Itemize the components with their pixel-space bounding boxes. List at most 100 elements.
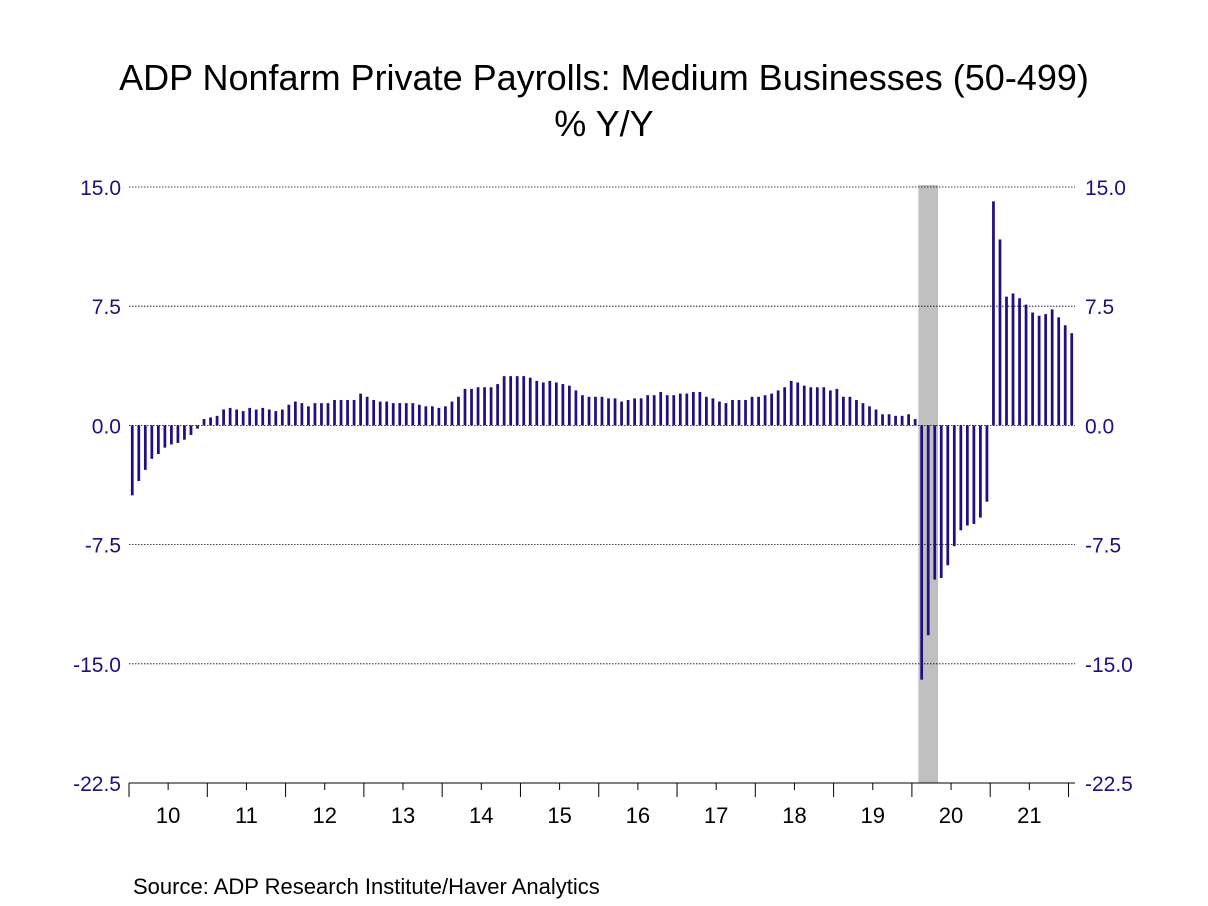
bar [209,417,212,426]
bar [535,380,539,426]
bar [528,377,532,426]
bar [711,398,715,426]
bar [639,398,643,426]
bar [522,376,526,426]
bar [568,385,571,426]
bar [352,399,356,426]
chart-subtitle: % Y/Y [554,103,654,144]
y-tick-label-right: 7.5 [1085,296,1114,319]
bar [339,399,343,426]
y-tick-label-right: -7.5 [1085,535,1121,558]
bar [900,415,904,426]
bar [907,414,911,426]
bar [672,395,676,426]
bar [992,201,995,426]
x-tick-label: 18 [782,803,806,828]
bar [881,414,884,426]
bar [750,396,754,426]
bar [261,407,265,426]
bar [613,398,617,426]
bar [378,401,382,426]
bar [887,414,891,426]
bar [1057,317,1061,426]
bar [183,425,186,440]
bar [391,403,395,426]
bar [646,395,650,426]
bar [333,399,336,426]
bar [809,387,813,426]
bar [594,396,597,426]
bar [607,398,610,426]
bar [143,425,147,470]
x-tick-label: 15 [547,803,571,828]
bar [861,403,865,426]
bar [763,395,767,426]
bar [554,382,558,426]
bar [313,403,317,426]
x-tick-label: 21 [1017,803,1041,828]
bar [509,376,513,426]
bar [783,387,787,426]
bar [320,403,323,426]
bar [170,425,173,445]
bar [691,392,695,426]
bar [828,390,832,426]
y-tick-label-right: 15.0 [1085,177,1126,200]
bar [235,409,239,426]
bar [1031,312,1034,426]
bar [1070,333,1074,426]
x-tick-label: 12 [312,803,336,828]
y-tick-label-left: -15.0 [73,654,121,677]
x-tick-label: 11 [235,803,258,828]
bar [744,399,747,426]
x-tick-label: 20 [939,803,963,828]
bar [920,425,924,680]
bar [698,392,702,426]
bar [972,425,976,524]
bar [307,406,310,426]
bar [933,425,937,580]
bar [489,387,493,426]
bar [417,404,421,426]
bar [300,403,304,426]
bar [215,415,219,426]
source-note: Source: ADP Research Institute/Haver Ana… [133,874,600,899]
bar [1011,293,1015,426]
y-tick-label-left: -7.5 [85,535,121,558]
bar [287,404,291,426]
bar [372,399,376,426]
bar [1005,296,1008,426]
bar [222,409,225,426]
bar [254,409,258,426]
bar [346,399,349,426]
bar [424,406,428,426]
y-tick-label-right: 0.0 [1085,415,1114,438]
bar [483,387,486,426]
bar [470,388,473,426]
bar [796,382,800,426]
bar [652,395,656,426]
bar [561,384,565,426]
x-tick-label: 17 [704,803,728,828]
bar [678,393,682,426]
bar [228,407,232,426]
bar [979,425,982,518]
bar [855,399,858,426]
bar [248,407,252,426]
bar [705,396,708,426]
bar [541,382,545,426]
bar [502,376,506,426]
bar [724,403,728,426]
x-tick-label: 14 [469,803,493,828]
bar [731,399,734,426]
bar [450,401,454,426]
bar [939,425,943,578]
bar [633,398,636,426]
bar [815,387,819,426]
bar [326,403,330,426]
bar [404,403,408,426]
bar [163,425,167,448]
bar [1050,309,1054,426]
bar [718,401,721,426]
